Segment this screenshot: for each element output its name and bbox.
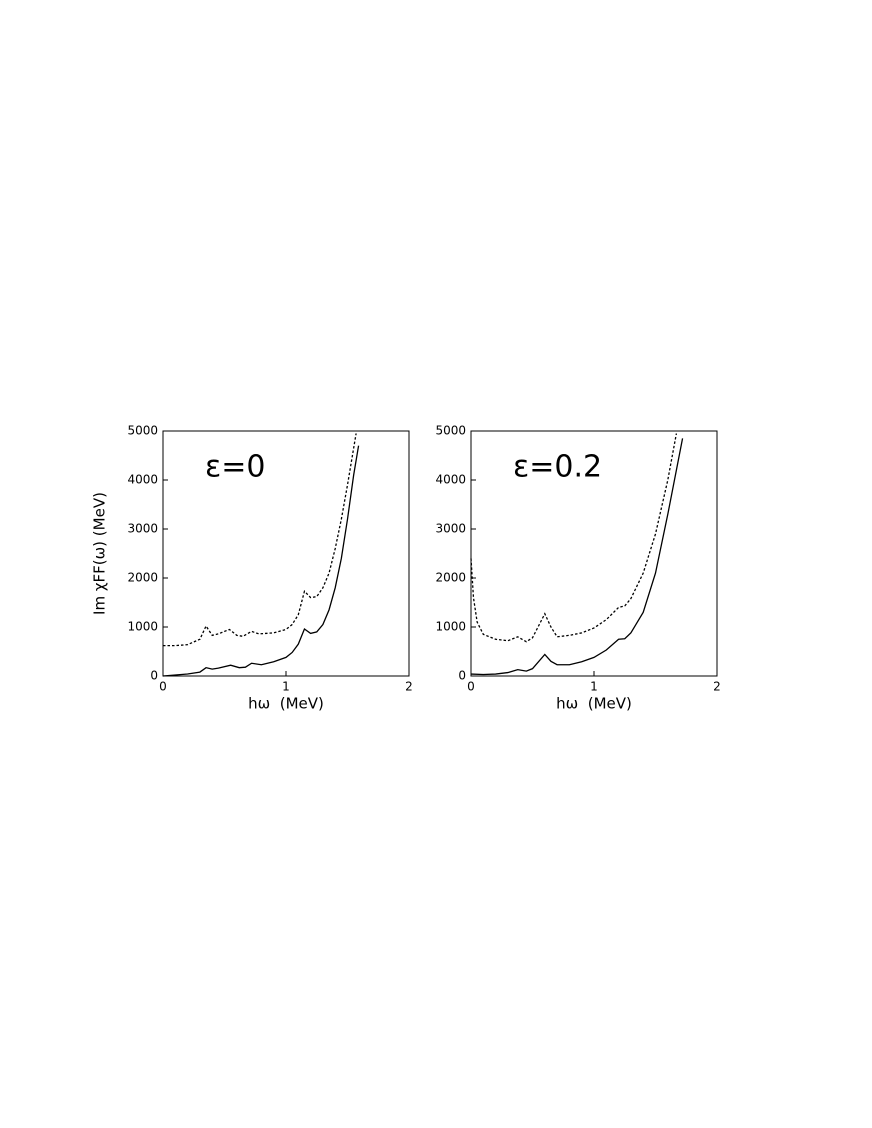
- x-tick-label: 0: [467, 680, 475, 694]
- y-axis-label: Im χFF(ω) (MeV): [91, 492, 109, 615]
- y-tick-label: 3000: [127, 522, 158, 536]
- x-tick-label: 2: [713, 680, 721, 694]
- y-tick-label: 1000: [127, 620, 158, 634]
- y-tick-label: 5000: [435, 424, 466, 438]
- y-tick-label: 2000: [127, 571, 158, 585]
- y-tick-label: 0: [458, 669, 466, 683]
- y-tick-label: 4000: [127, 473, 158, 487]
- x-tick-label: 2: [405, 680, 413, 694]
- y-tick-label: 5000: [127, 424, 158, 438]
- y-tick-label: 0: [150, 669, 158, 683]
- data-line: [470, 433, 678, 643]
- x-tick-label: 1: [282, 680, 290, 694]
- x-axis-label: hω (MeV): [556, 695, 632, 713]
- y-tick-label: 3000: [435, 522, 466, 536]
- annotation: ε=0.2: [513, 450, 602, 485]
- y-tick-label: 2000: [435, 571, 466, 585]
- data-line: [470, 438, 684, 676]
- annotation: ε=0: [205, 450, 265, 485]
- y-tick-label: 4000: [435, 473, 466, 487]
- x-axis-label: hω (MeV): [248, 695, 324, 713]
- x-tick-label: 1: [590, 680, 598, 694]
- x-tick-label: 0: [159, 680, 167, 694]
- data-line: [162, 445, 360, 677]
- y-tick-label: 1000: [435, 620, 466, 634]
